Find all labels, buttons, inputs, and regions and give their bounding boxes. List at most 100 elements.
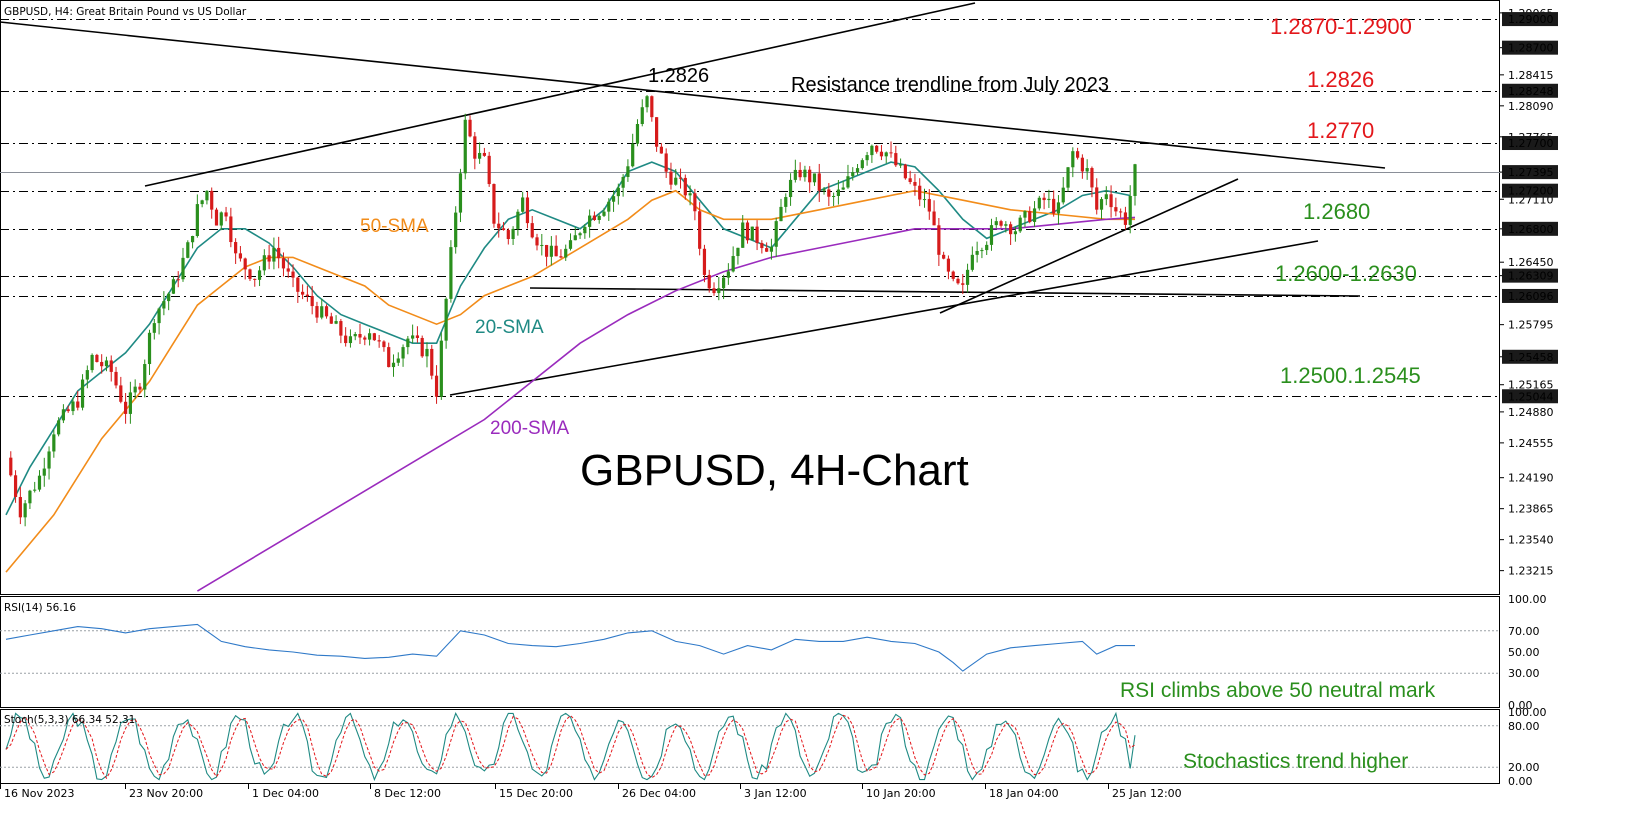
candle-body <box>611 196 616 202</box>
candle-body <box>487 155 491 185</box>
candle-body <box>731 256 735 272</box>
candle-body <box>463 119 467 174</box>
stoch-label: Stoch(5,3,3) 66.34 52.31 <box>4 714 135 726</box>
candle-body <box>841 187 845 190</box>
candle-body <box>942 254 946 259</box>
candle-body <box>305 294 309 297</box>
candle-body <box>975 251 979 255</box>
time-axis: 16 Nov 2023 23 Nov 20:00 1 Dec 04:00 8 Dec … <box>0 784 1182 800</box>
candle-body <box>913 181 917 186</box>
candle-body <box>61 409 66 421</box>
candle-body <box>100 361 104 367</box>
candle-body <box>1018 217 1022 232</box>
price-axis: 100.0070.0050.0030.000.00100.0080.0020.0… <box>1500 7 1558 788</box>
candle-body <box>765 248 769 252</box>
candle-body <box>616 187 620 197</box>
resistance-label-1: 1.2826 <box>1307 67 1374 92</box>
candle-body <box>521 197 525 212</box>
candle-body <box>23 503 27 518</box>
candle-body <box>458 173 463 213</box>
rsi-tick-label: 70.00 <box>1508 625 1540 638</box>
candle-body <box>1052 198 1056 214</box>
resistance-zone-label: 1.2870-1.2900 <box>1270 14 1412 39</box>
candle-body <box>736 247 740 257</box>
stochastic-pane <box>0 711 1500 782</box>
candle-body <box>961 283 965 285</box>
candle-body <box>310 296 314 307</box>
candle-body <box>827 189 831 197</box>
candle-body <box>1080 157 1084 172</box>
candle-body <box>190 236 195 243</box>
trendline-note: Resistance trendline from July 2023 <box>791 74 1109 96</box>
candle-body <box>291 271 295 278</box>
level-price-box <box>1502 83 1558 98</box>
candle-body <box>372 333 376 341</box>
sma50-label: 50-SMA <box>360 216 429 237</box>
candle-body <box>937 225 941 255</box>
candle-body <box>999 221 1003 226</box>
time-tick-label: 18 Jan 04:00 <box>989 787 1059 800</box>
candle-body <box>803 169 807 178</box>
candle-body <box>133 386 137 393</box>
candle-body <box>683 177 687 196</box>
price-tick-label: 1.24190 <box>1508 472 1554 485</box>
candle-body <box>970 254 974 270</box>
stoch-pane-border <box>0 709 1500 784</box>
candle-body <box>104 360 109 367</box>
candle-body <box>253 278 257 280</box>
candle-body <box>176 279 180 281</box>
candle-body <box>377 340 381 342</box>
candle-body <box>1128 195 1132 225</box>
candle-body <box>678 177 683 179</box>
rsi-line <box>5 623 1135 672</box>
candle-body <box>13 475 18 498</box>
candle-body <box>865 155 869 161</box>
ascending-support-line <box>939 178 1239 314</box>
candle-body <box>898 164 903 166</box>
candle-body <box>353 333 357 337</box>
candle-body <box>592 215 597 220</box>
candle-body <box>554 245 558 257</box>
candle-body <box>76 401 80 408</box>
level-price-label: 1.27700 <box>1508 137 1554 150</box>
candle-body <box>1133 164 1137 196</box>
candle-body <box>28 490 32 504</box>
candle-body <box>501 228 506 231</box>
price-tick-label: 1.28090 <box>1508 100 1554 113</box>
candle-body <box>1085 168 1089 172</box>
candle-body <box>449 247 453 299</box>
candle-body <box>181 257 185 280</box>
price-tick-label: 1.23865 <box>1508 503 1554 516</box>
candle-body <box>506 230 510 240</box>
candle-body <box>42 468 46 476</box>
candle-body <box>339 321 343 336</box>
candle-body <box>406 338 410 348</box>
candle-body <box>143 364 147 390</box>
candle-body <box>387 347 391 368</box>
candle-body <box>879 151 884 157</box>
candle-body <box>994 221 998 226</box>
candle-body <box>57 420 61 435</box>
chart-title: GBPUSD, 4H-Chart <box>580 446 969 495</box>
stoch-tick-label: 0.00 <box>1508 775 1533 788</box>
candle-body <box>946 258 951 272</box>
candle-body <box>195 204 199 237</box>
candle-body <box>932 211 936 226</box>
candle-body <box>171 279 176 294</box>
price-tick-label: 1.24555 <box>1508 437 1554 450</box>
candle-body <box>1114 207 1118 212</box>
level-price-label: 1.25044 <box>1508 390 1554 403</box>
candle-body <box>257 270 262 280</box>
peak-label: 1.2826 <box>648 65 709 87</box>
candle-body <box>1061 187 1065 203</box>
candle-body <box>750 226 754 241</box>
level-price-box <box>1502 165 1558 180</box>
candle-body <box>90 354 94 371</box>
rsi-pane <box>0 623 1500 674</box>
level-price-box <box>1502 221 1558 236</box>
candle-body <box>626 166 630 177</box>
candle-body <box>358 333 362 338</box>
level-price-label: 1.27395 <box>1508 166 1554 179</box>
candle-body <box>1119 211 1123 213</box>
candle-body <box>492 184 496 224</box>
